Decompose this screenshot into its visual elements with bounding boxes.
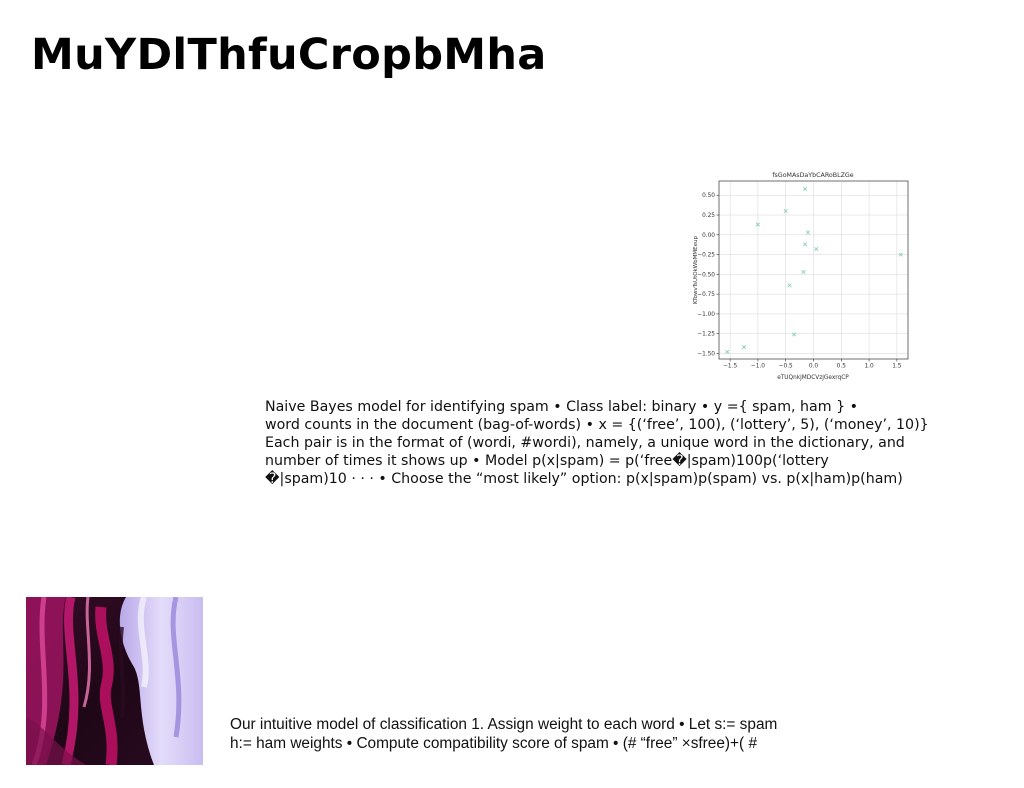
y-tick-label: 0.25 [702, 213, 715, 219]
scatter-point [783, 208, 788, 214]
x-axis-label: eTUQnkjMDCVzjGexrqCP [777, 375, 849, 381]
y-tick-label: −0.50 [697, 272, 715, 278]
x-tick-label: 1.0 [864, 364, 874, 370]
abstract-paint-image [26, 597, 203, 765]
chart-points [725, 186, 903, 354]
chart-title: fsGoMAsDaYbCARoBLZGe [772, 172, 853, 179]
paragraph-line: �|spam)10 · · · • Choose the “most likel… [265, 471, 903, 487]
x-tick-label: 1.5 [892, 364, 902, 370]
x-tick-label: 0.0 [809, 364, 819, 370]
y-tick-label: −1.50 [697, 351, 715, 357]
paragraph-line: Each pair is in the format of (wordi, #w… [265, 435, 905, 451]
paragraph-line: Naive Bayes model for identifying spam •… [265, 399, 858, 415]
scatter-point [814, 246, 819, 252]
y-tick-label: −1.00 [697, 312, 715, 318]
paragraph-line: number of times it shows up • Model p(x|… [265, 453, 829, 469]
x-tick-label: −1.0 [751, 364, 765, 370]
scatter-point [803, 186, 808, 191]
scatter-chart: fsGoMAsDaYbCARoBLZGe −1.5 −1.0 −0.5 0.0 0.5 1… [693, 172, 909, 381]
scatter-point [791, 332, 797, 337]
y-tick-label: 0.50 [702, 193, 715, 199]
scatter-point [755, 222, 760, 227]
y-tick-label: 0.00 [702, 233, 715, 239]
bottom-line: Our intuitive model of classification 1.… [230, 716, 778, 733]
x-tick-label: −1.5 [723, 364, 737, 370]
scatter-point [725, 349, 730, 354]
paragraph-line: word counts in the document (bag-of-word… [265, 417, 929, 433]
scatter-point [787, 283, 792, 288]
scatter-point [803, 242, 808, 247]
x-tick-label: −0.5 [779, 364, 793, 370]
bottom-paragraph: Our intuitive model of classification 1.… [230, 716, 830, 753]
slide-title: MuYDlThfuCropbMha [31, 30, 547, 80]
scatter-point [805, 230, 811, 235]
scatter-point [741, 345, 747, 350]
chart-ticks: −1.5 −1.0 −0.5 0.0 0.5 1.0 1.5 0.50 0.25 0.00 −0.2… [697, 193, 902, 369]
y-tick-label: −0.75 [697, 292, 715, 298]
body-paragraph: Naive Bayes model for identifying spam •… [265, 398, 929, 488]
scatter-point [898, 252, 903, 257]
scatter-point [801, 269, 806, 275]
y-tick-label: −1.25 [697, 332, 715, 338]
bottom-line: h:= ham weights • Compute compatibility … [230, 734, 758, 752]
y-tick-label: −0.25 [697, 253, 715, 259]
x-tick-label: 0.5 [837, 364, 847, 370]
chart-grid [719, 181, 908, 359]
y-axis-label: KTowvTsUtOkWbMMEeup [693, 236, 699, 304]
